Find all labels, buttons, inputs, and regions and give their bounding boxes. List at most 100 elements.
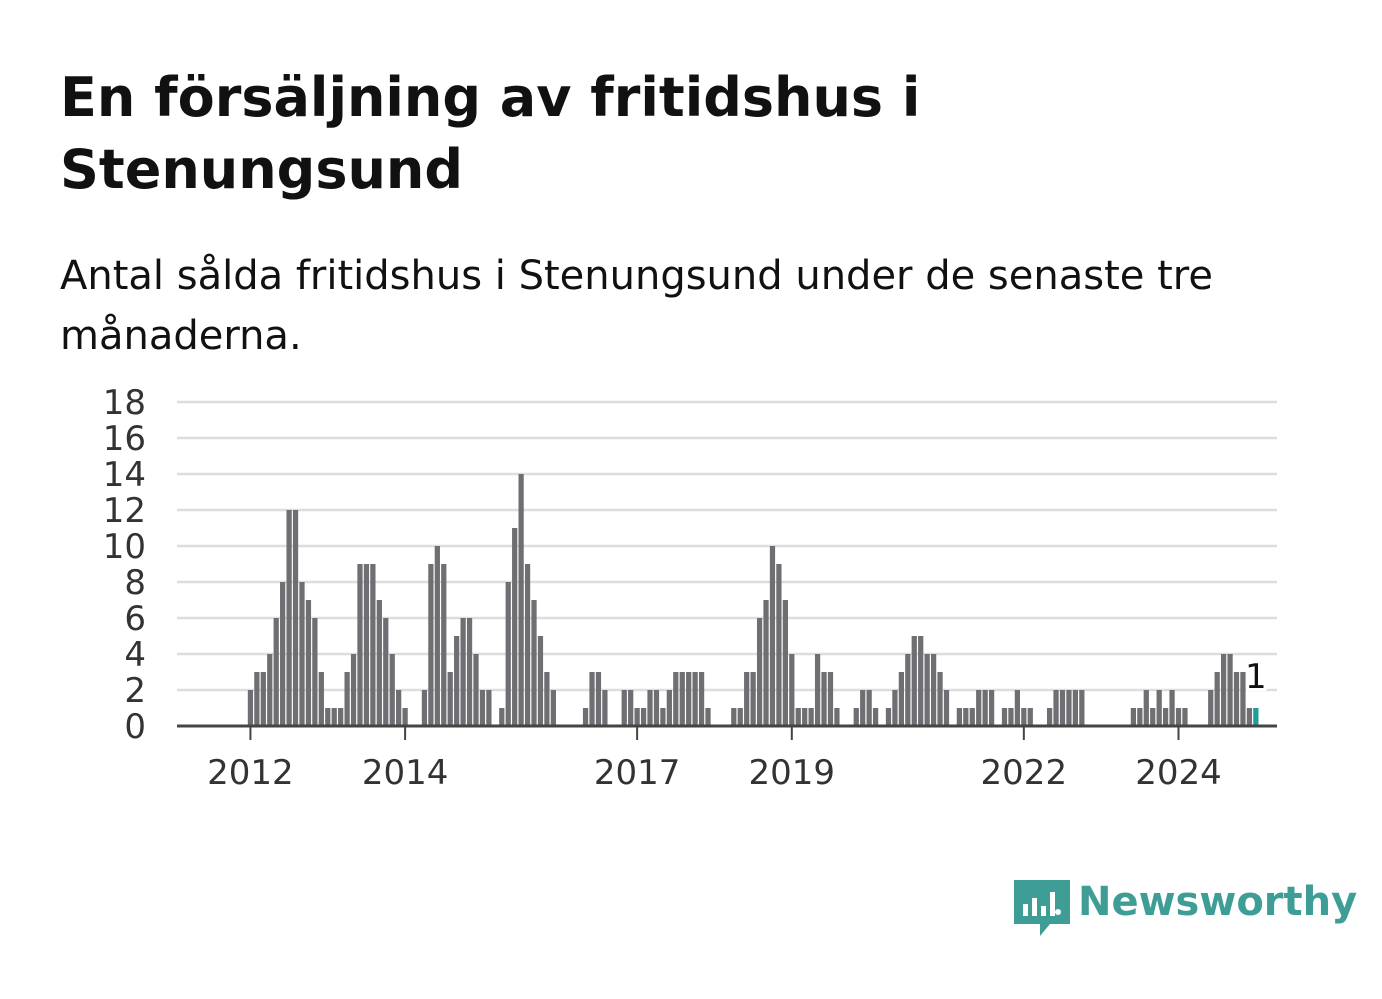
bar (905, 654, 911, 726)
bar (769, 546, 776, 726)
bar (827, 672, 834, 726)
bar (537, 636, 544, 726)
bar (692, 672, 698, 726)
bar (943, 690, 950, 726)
bar (1066, 690, 1072, 726)
bar (918, 636, 924, 726)
bar (634, 708, 640, 726)
bar (1008, 708, 1014, 726)
bar (1182, 708, 1188, 726)
bar (1021, 708, 1027, 726)
bar (1014, 690, 1021, 726)
bar (582, 708, 589, 726)
bar (389, 654, 395, 726)
y-tick-label: 0 (124, 707, 146, 747)
bar (1072, 690, 1079, 726)
bar (808, 708, 814, 726)
bar (1156, 690, 1162, 726)
bar (286, 510, 292, 726)
bar (589, 672, 595, 726)
bar (666, 690, 672, 726)
bar (963, 708, 969, 726)
bar (1150, 708, 1156, 726)
bar (505, 582, 511, 726)
bar (428, 564, 434, 726)
y-tick-label: 18 (103, 383, 146, 423)
bar (628, 690, 634, 726)
bar (1046, 708, 1053, 726)
bar (1208, 690, 1214, 726)
bar (383, 618, 389, 726)
bar (898, 672, 904, 726)
bar (834, 708, 840, 726)
newsworthy-logo (1014, 880, 1070, 936)
bar (872, 708, 879, 726)
bar (924, 654, 930, 726)
bar (750, 672, 756, 726)
bar (705, 708, 711, 726)
bar (1162, 708, 1169, 726)
bar (647, 690, 653, 726)
bar (679, 672, 685, 726)
y-tick-label: 8 (124, 563, 146, 603)
bar (299, 582, 305, 726)
y-tick-label: 10 (103, 527, 146, 567)
bar (930, 654, 937, 726)
chart-subtitle: Antal sålda fritidshus i Stenungsund und… (60, 253, 1213, 359)
bar (460, 618, 466, 726)
bar (660, 708, 666, 726)
y-tick-label: 12 (103, 491, 146, 531)
bar (673, 672, 679, 726)
x-tick-label: 2022 (981, 753, 1068, 793)
bar (866, 690, 872, 726)
bar (956, 708, 962, 726)
bar (247, 690, 254, 726)
bar (731, 708, 737, 726)
bar (350, 654, 357, 726)
bar (396, 690, 402, 726)
bar (802, 708, 808, 726)
bar (911, 636, 917, 726)
bar (756, 618, 763, 726)
bar (982, 690, 988, 726)
x-tick-label: 2014 (362, 753, 449, 793)
y-tick-label: 14 (103, 455, 146, 495)
bar (254, 672, 260, 726)
bar (853, 708, 859, 726)
bar (795, 708, 801, 726)
bar (479, 690, 486, 726)
bar (338, 708, 344, 726)
bar (744, 672, 750, 726)
bar (273, 618, 279, 726)
x-tick-label: 2019 (749, 753, 836, 793)
bar (1143, 690, 1149, 726)
bar (1227, 654, 1233, 726)
bar (454, 636, 460, 726)
bar (885, 708, 892, 726)
bar (466, 618, 473, 726)
y-tick-label: 16 (103, 419, 146, 459)
x-tick-label: 2017 (594, 753, 681, 793)
latest-value-label: 1 (1245, 657, 1267, 697)
bar (280, 582, 286, 726)
bar (447, 672, 453, 726)
bar (602, 690, 608, 726)
bar (698, 672, 705, 726)
bar (1137, 708, 1143, 726)
bar (595, 672, 602, 726)
bar (305, 600, 312, 726)
x-tick-label: 2012 (207, 753, 294, 793)
bar (518, 474, 524, 726)
bar (789, 654, 795, 726)
bar (434, 546, 440, 726)
bar (640, 708, 647, 726)
bar (524, 564, 531, 726)
bar (1027, 708, 1033, 726)
bar (1130, 708, 1137, 726)
bar (1175, 708, 1182, 726)
bar (363, 564, 370, 726)
bar (499, 708, 505, 726)
bar (325, 708, 331, 726)
